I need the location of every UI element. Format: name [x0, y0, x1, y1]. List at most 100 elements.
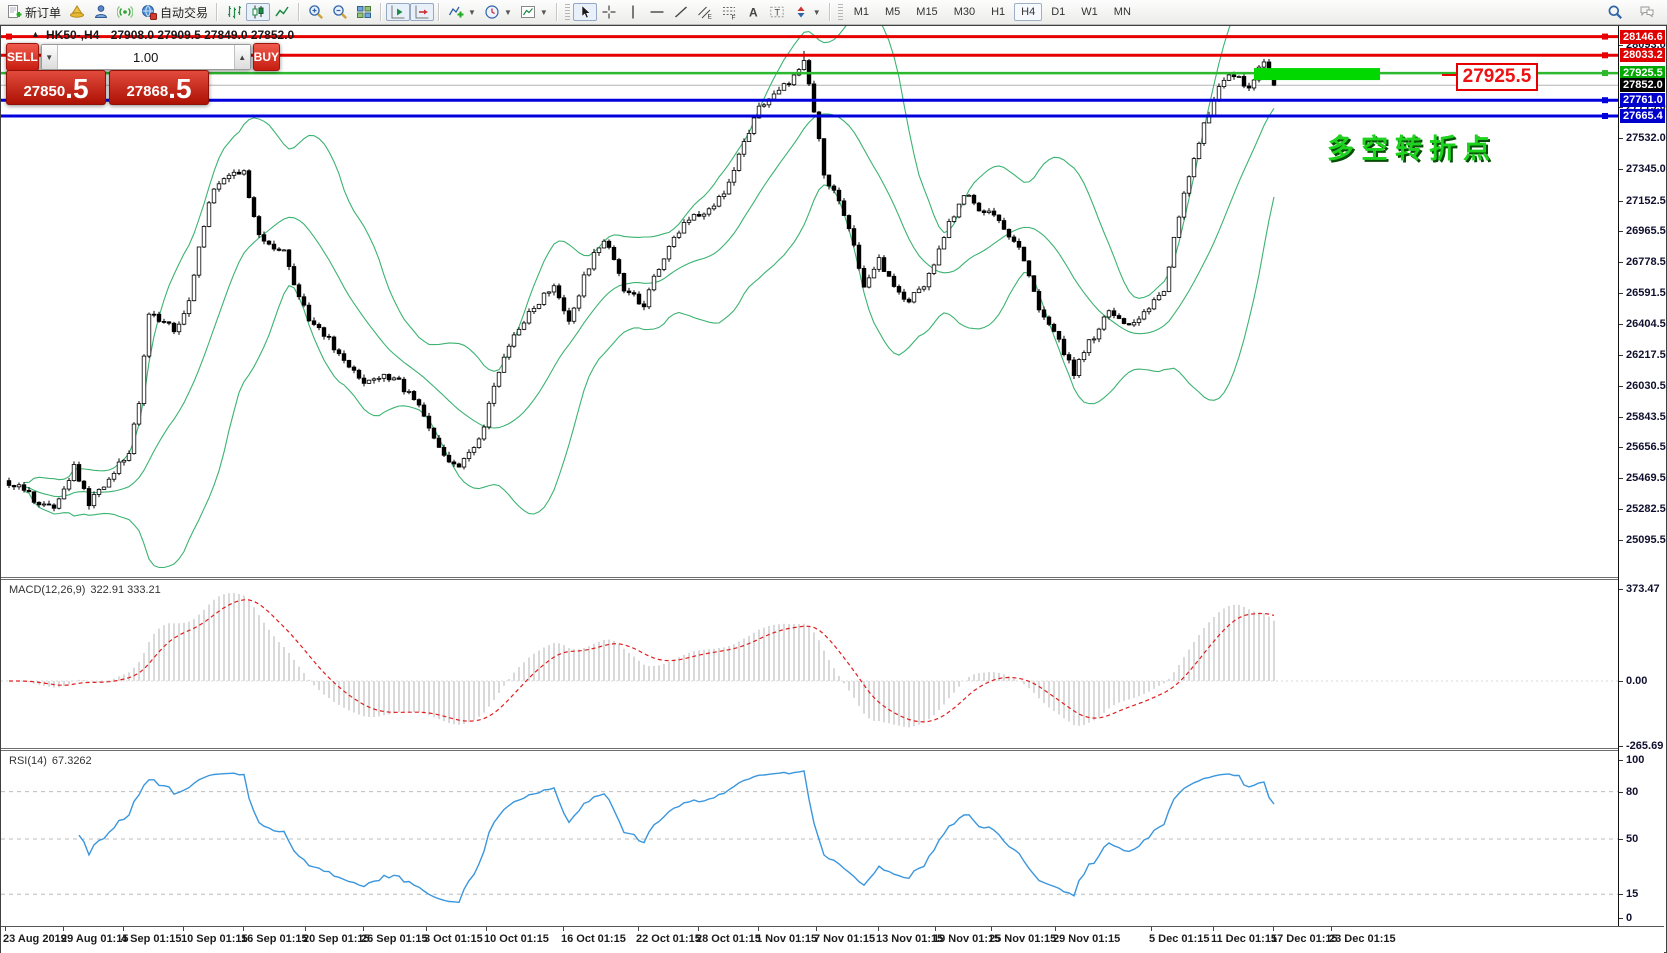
time-tick [758, 927, 759, 931]
search-button[interactable] [1603, 3, 1627, 21]
new-order-button[interactable]: 新订单 [2, 3, 65, 21]
zoom-out-button[interactable] [328, 3, 352, 21]
cursor-button[interactable] [572, 3, 597, 21]
line-handle[interactable] [1602, 52, 1608, 59]
volume-increase-button[interactable]: ▲ [233, 45, 250, 69]
label-icon: T [769, 4, 785, 20]
crosshair-button[interactable] [597, 3, 621, 21]
equidistant-channel-button[interactable]: E [693, 3, 717, 21]
periods-button[interactable]: ▼ [480, 3, 516, 21]
scroll-end-icon [390, 4, 406, 20]
time-label: 4 Sep 01:15 [121, 933, 182, 945]
line-handle[interactable] [1602, 112, 1608, 119]
fibonacci-icon: F [721, 4, 737, 20]
support-zone-rectangle[interactable] [1254, 68, 1380, 81]
macd-pane[interactable]: MACD(12,26,9) 322.91 333.21 [1, 580, 1618, 748]
time-label: 11 Dec 01:15 [1211, 933, 1278, 945]
main-chart-pane[interactable]: ▲ HK50-,H4 27908.0 27909.5 27849.0 27852… [1, 26, 1618, 577]
bollinger-middle-band[interactable] [23, 108, 1275, 498]
line-handle[interactable] [1602, 97, 1608, 104]
pane-splitter[interactable] [1, 748, 1664, 751]
bar-chart-button[interactable] [222, 3, 246, 21]
axis-tick [1619, 262, 1623, 264]
turning-point-annotation[interactable]: 多空转折点 [1327, 134, 1497, 164]
zoom-in-button[interactable] [304, 3, 328, 21]
macd-signal-line [9, 599, 1275, 723]
timeframe-w1-button[interactable]: W1 [1081, 6, 1098, 18]
chart-shift-button[interactable] [410, 3, 435, 21]
axis-tick [1619, 839, 1623, 840]
bollinger-lower-band[interactable] [23, 184, 1275, 569]
rsi-canvas[interactable] [1, 751, 1618, 926]
horizontal-line-button[interactable] [645, 3, 669, 21]
rsi-tick-80: 80 [1626, 785, 1639, 798]
panel-collapse-icon[interactable]: ▲ [31, 29, 40, 39]
toolbar-right [1603, 3, 1665, 21]
chat-button[interactable] [1635, 3, 1659, 21]
price-axis[interactable]: 28093.027719.027532.027345.027152.526965… [1618, 26, 1666, 926]
text-button[interactable]: A [741, 3, 765, 21]
fibonacci-button[interactable]: F [717, 3, 741, 21]
timeframe-d1-button[interactable]: D1 [1051, 6, 1066, 18]
indicators-button[interactable]: ▼ [444, 3, 480, 21]
price-tick-26217.5: 26217.5 [1626, 348, 1666, 361]
vertical-line-button[interactable] [621, 3, 645, 21]
trendline-button[interactable] [669, 3, 693, 21]
templates-button[interactable]: ▼ [516, 3, 552, 21]
auto-scroll-button[interactable] [386, 3, 411, 21]
time-tick [243, 927, 244, 931]
signals-button[interactable] [113, 3, 137, 21]
line-handle[interactable] [6, 33, 12, 40]
timeframe-h1-button[interactable]: H1 [991, 6, 1006, 18]
dropdown-arrow-icon[interactable]: ▼ [539, 7, 548, 17]
macd-canvas[interactable] [1, 580, 1618, 748]
autotrading-button[interactable]: 自动交易 [137, 3, 212, 21]
text-icon: A [745, 4, 761, 20]
price-chart-canvas[interactable] [1, 26, 1618, 577]
candle-chart-button[interactable] [246, 3, 271, 21]
timeframe-mn-button[interactable]: MN [1113, 6, 1131, 18]
toolbar-separator [216, 3, 219, 21]
sell-button[interactable]: SELL [6, 43, 39, 71]
sell-price[interactable]: 27850 .5 [6, 70, 106, 105]
volume-input[interactable] [57, 45, 234, 69]
time-tick [363, 927, 364, 931]
bollinger-upper-band[interactable] [23, 26, 1274, 484]
tile-windows-button[interactable] [352, 3, 376, 21]
dropdown-arrow-icon[interactable]: ▼ [468, 7, 476, 17]
profile-button[interactable] [89, 3, 113, 21]
timeframes-group: M1 M5 M15 M30 H1 H4 D1 W1 MN [846, 0, 1139, 24]
timeframe-m30-button[interactable]: M30 [953, 6, 976, 18]
price-tick-25095.5: 25095.5 [1626, 534, 1666, 547]
toolbar-grip[interactable] [564, 4, 570, 20]
arrows-button[interactable]: ▼ [789, 3, 825, 21]
volume-decrease-button[interactable]: ▼ [41, 45, 58, 69]
dropdown-arrow-icon[interactable]: ▼ [503, 7, 512, 17]
svg-text:F: F [731, 15, 735, 21]
line-handle[interactable] [1602, 70, 1608, 77]
trendline-icon [673, 4, 689, 20]
time-tick [486, 927, 487, 931]
price-tick-26591.5: 26591.5 [1626, 287, 1666, 300]
time-label: 29 Aug 01:15 [61, 933, 129, 945]
line-chart-button[interactable] [270, 3, 294, 21]
timeframe-h4-button[interactable]: H4 [1014, 3, 1043, 21]
text-label-button[interactable]: T [765, 3, 789, 21]
buy-button[interactable]: BUY [252, 43, 281, 71]
timeframe-m15-button[interactable]: M15 [916, 6, 938, 18]
axis-tick [1619, 45, 1623, 47]
toolbar-grip[interactable] [837, 4, 843, 20]
price-annotation-box[interactable]: 27925.5 [1456, 63, 1538, 91]
pane-splitter[interactable] [1, 577, 1664, 580]
line-handle[interactable] [1602, 33, 1608, 40]
time-axis[interactable]: 23 Aug 2019 29 Aug 01:15 4 Sep 01:15 10 Sep… [1, 926, 1664, 953]
buy-price[interactable]: 27868 .5 [109, 70, 209, 105]
rsi-pane[interactable]: RSI(14) 67.3262 [1, 751, 1618, 926]
chat-icon [1639, 4, 1655, 20]
timeframe-m1-button[interactable]: M1 [853, 6, 869, 18]
dropdown-arrow-icon[interactable]: ▼ [812, 7, 821, 17]
styler-button[interactable] [65, 3, 89, 21]
timeframe-m5-button[interactable]: M5 [885, 6, 901, 18]
toolbar-separator [438, 3, 441, 21]
